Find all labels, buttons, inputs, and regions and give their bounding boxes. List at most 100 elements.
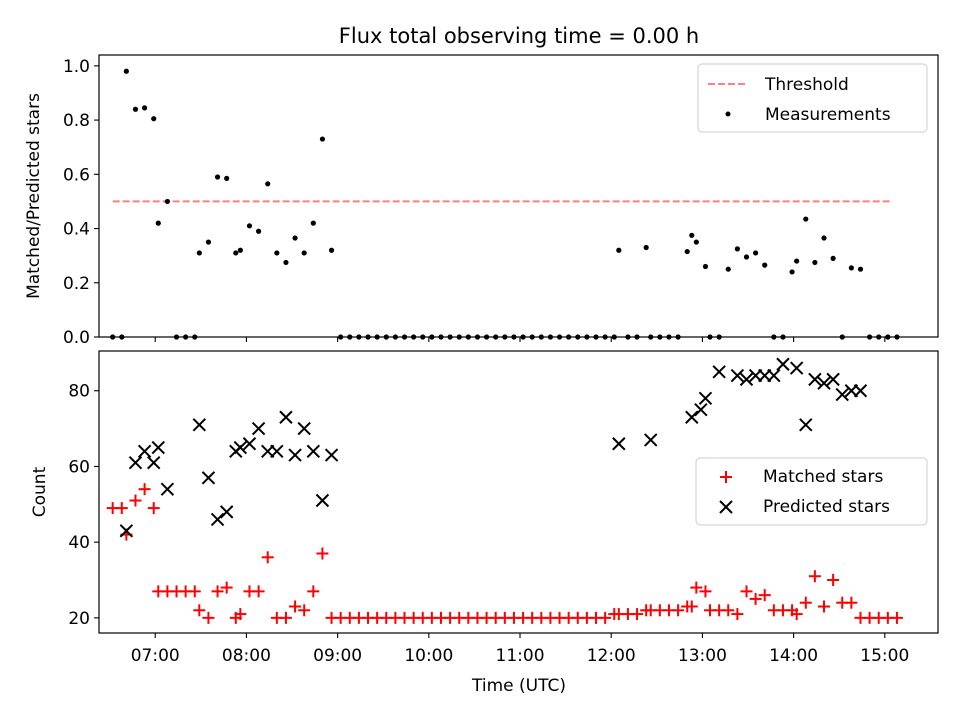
measurement-point <box>456 334 462 340</box>
matched-star-point <box>279 611 292 624</box>
predicted-star-point <box>817 376 831 390</box>
measurement-point <box>602 334 608 340</box>
measurement-point <box>420 334 426 340</box>
predicted-star-point <box>242 437 257 451</box>
matched-star-point <box>138 483 151 496</box>
matched-star-point <box>631 608 644 621</box>
x-axis-label: Time (UTC) <box>471 676 566 696</box>
matched-star-point <box>845 596 858 609</box>
x-tick-label: 11:00 <box>496 646 545 666</box>
measurement-point <box>246 223 253 229</box>
flux-ratio-legend-box <box>697 63 928 133</box>
matched-star-point <box>129 494 142 507</box>
measurement-point <box>474 334 481 340</box>
x-tick-label: 14:00 <box>769 646 818 666</box>
predicted-star-point <box>789 361 804 375</box>
x-tick-label: 12:00 <box>587 646 636 666</box>
figure-title: Flux total observing time = 0.00 h <box>339 24 699 48</box>
measurement-point <box>666 334 672 340</box>
measurement-point <box>848 265 854 271</box>
measurement-point <box>192 334 198 340</box>
measurement-point <box>283 259 289 266</box>
measurement-point <box>123 68 129 74</box>
measurement-point <box>885 334 891 340</box>
counts-plot: Count 20 40 60 80 07:00 08:00 09:00 10:00 11:00… <box>30 350 939 666</box>
matched-star-point <box>211 585 224 598</box>
flux-ratio-y-ticks: 0.0 0.2 0.4 0.6 0.8 1.0 <box>63 57 99 348</box>
predicted-star-point <box>119 524 134 538</box>
predicted-star-point <box>799 418 813 432</box>
measurement-point <box>155 220 161 226</box>
matched-star-point <box>731 608 744 621</box>
measurement-point <box>328 247 335 253</box>
predicted-star-point <box>128 455 143 470</box>
matched-star-point <box>202 611 215 624</box>
matched-star-point <box>298 604 311 617</box>
measurement-point <box>520 334 526 340</box>
measurement-point <box>347 334 353 340</box>
measurements-legend-swatch <box>725 111 731 117</box>
counts-axes-frame <box>98 350 939 634</box>
predicted-star-point <box>712 365 726 379</box>
measurements-legend-label: Measurements <box>765 105 891 125</box>
matched-star-point <box>808 570 821 583</box>
measurement-point <box>205 239 212 245</box>
counts-y-tick-label: 20 <box>68 609 90 629</box>
measurement-point <box>132 106 139 112</box>
predicted-star-point <box>279 410 293 424</box>
predicted-star-point <box>739 372 754 387</box>
measurement-point <box>780 334 786 340</box>
matched-star-point <box>316 547 329 560</box>
predicted-star-point <box>201 471 216 485</box>
measurement-point <box>794 258 800 264</box>
measurement-point <box>575 334 581 340</box>
measurement-point <box>894 334 900 340</box>
measurement-point <box>547 334 554 340</box>
measurement-point <box>438 334 444 340</box>
counts-y-tick-label: 60 <box>68 457 90 477</box>
flux-ratio-y-tick-label: 0.0 <box>63 328 90 348</box>
measurement-point <box>625 334 631 340</box>
x-tick-label: 09:00 <box>313 646 362 666</box>
predicted-star-point <box>315 493 330 508</box>
predicted-star-point <box>210 512 225 527</box>
flux-ratio-axes-frame <box>98 54 939 338</box>
matched-star-point <box>740 585 753 598</box>
flux-ratio-y-tick-label: 0.8 <box>63 111 90 131</box>
measurement-point <box>429 334 435 340</box>
flux-ratio-plot: Matched/Predicted stars 0.0 0.2 0.4 0.6 0.8 1… <box>24 54 939 348</box>
matched-star-point <box>690 581 703 594</box>
predicted-star-point <box>324 448 339 462</box>
predicted-star-point <box>137 444 152 459</box>
measurement-point <box>183 334 189 340</box>
matched-star-point <box>818 600 831 613</box>
measurement-point <box>734 246 740 252</box>
counts-y-ticks: 20 40 60 80 <box>68 382 99 629</box>
matched-star-point <box>672 604 685 617</box>
measurement-point <box>821 235 827 241</box>
predicted-star-point <box>270 444 284 459</box>
measurement-point <box>274 250 280 256</box>
counts-y-tick-label: 40 <box>68 533 90 553</box>
matched-star-point <box>261 551 274 564</box>
matched-star-point <box>147 502 160 515</box>
predicted-star-point <box>767 368 781 383</box>
measurement-point <box>319 136 326 142</box>
measurement-point <box>529 334 535 340</box>
flux-ratio-y-tick-label: 0.2 <box>63 274 90 294</box>
measurement-point <box>689 232 695 238</box>
measurement-point <box>493 334 499 340</box>
measurement-point <box>265 181 271 187</box>
predicted-stars-legend-label: Predicted stars <box>763 497 890 517</box>
measurement-point <box>173 334 180 340</box>
matched-star-point <box>722 604 735 617</box>
counts-legend: Matched stars Predicted stars <box>695 457 928 526</box>
measurement-point <box>356 334 362 340</box>
flux-ratio-y-tick-label: 1.0 <box>63 57 90 77</box>
x-tick-label: 13:00 <box>678 646 727 666</box>
measurement-point <box>292 235 298 241</box>
measurement-point <box>141 105 148 111</box>
measurement-point <box>771 334 777 340</box>
measurement-point <box>214 174 221 180</box>
predicted-star-point <box>730 368 745 383</box>
